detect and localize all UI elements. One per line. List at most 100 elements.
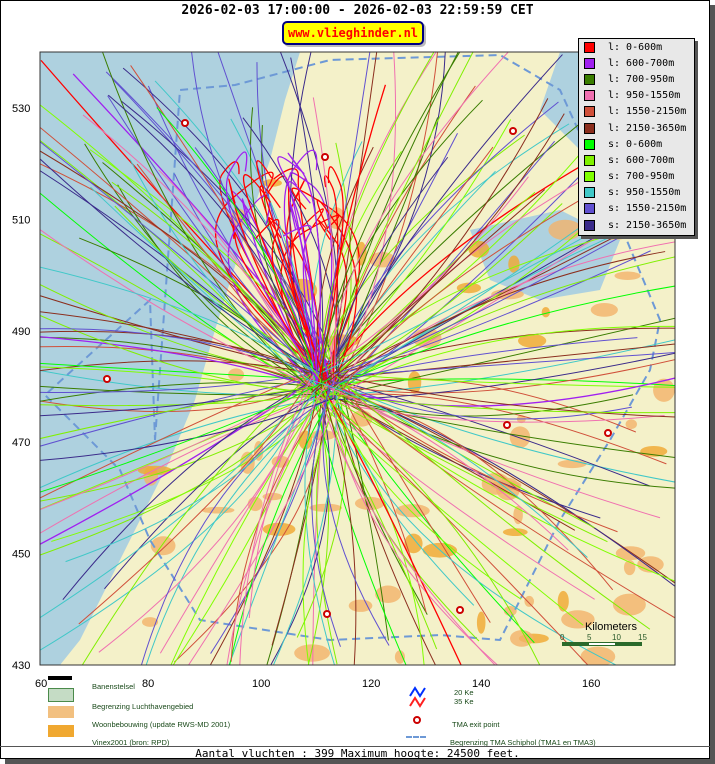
x-tick-label: 80	[142, 678, 154, 690]
flight-track	[40, 369, 318, 499]
flight-track	[329, 325, 675, 397]
flight-track	[310, 386, 438, 650]
urban-area	[524, 595, 535, 607]
ke20-label: 20 Ke	[454, 688, 474, 697]
flight-track	[172, 371, 331, 665]
flight-track	[322, 385, 462, 665]
urban-area	[510, 630, 534, 647]
flight-track	[229, 385, 339, 665]
urban-area	[137, 465, 173, 476]
flight-track	[315, 52, 446, 382]
flight-track	[287, 152, 321, 386]
flight-track	[337, 370, 389, 641]
flight-track	[321, 52, 461, 387]
urban-area	[201, 506, 235, 514]
housing-label: Woonbebouwing (update RWS-MD 2001)	[92, 720, 231, 729]
flight-track	[248, 387, 311, 619]
flight-track	[65, 386, 318, 563]
flight-count-footer: Aantal vluchten : 399 Maximum hoogte: 24…	[0, 746, 715, 760]
urban-area	[476, 611, 486, 634]
flight-track	[140, 395, 333, 665]
flight-track	[78, 373, 313, 625]
legend-label: s: 2150-3650m	[608, 219, 687, 231]
flight-track	[40, 389, 327, 510]
flight-track	[280, 214, 340, 386]
map-legend: Banenstelsel Begrenzing Luchthavengebied…	[40, 676, 680, 747]
urban-area	[590, 302, 618, 317]
exit-point-label: TMA exit point	[452, 720, 500, 729]
flight-track	[338, 180, 614, 397]
flight-track	[313, 373, 675, 483]
legend-label: s: 600-700m	[608, 154, 675, 166]
urban-area	[637, 556, 664, 573]
flight-track	[312, 385, 589, 665]
flight-track	[333, 390, 675, 582]
flight-track	[40, 397, 335, 461]
flight-track	[311, 375, 341, 647]
flight-track	[311, 113, 565, 396]
flight-track	[98, 375, 320, 653]
flight-track	[289, 52, 317, 377]
flight-track	[287, 181, 319, 386]
legend-label: l: 950-1550m	[608, 90, 681, 102]
x-tick-label: 100	[252, 678, 270, 690]
flight-track	[326, 146, 494, 373]
flight-track	[307, 381, 330, 665]
flight-track	[322, 359, 675, 394]
flight-track	[336, 156, 449, 373]
exit-point-icon	[413, 716, 421, 724]
flight-track	[318, 369, 675, 418]
flight-track	[156, 107, 320, 393]
legend-swatch	[584, 41, 595, 53]
flight-track	[319, 339, 675, 397]
legend-label: s: 950-1550m	[608, 187, 681, 199]
flight-track	[214, 171, 336, 386]
flight-track	[102, 52, 322, 398]
flight-track	[40, 228, 331, 394]
flight-track	[283, 149, 328, 386]
legend-label: l: 0-600m	[608, 41, 663, 53]
urban-area	[541, 306, 550, 318]
urban-area	[404, 533, 423, 554]
legend-item: l: 1550-2150m	[579, 104, 694, 120]
x-tick-label: 60	[35, 678, 47, 690]
legend-swatch	[584, 187, 595, 199]
urban-area	[557, 459, 587, 469]
flight-track	[319, 374, 675, 619]
airport-boundary-symbol	[48, 688, 74, 702]
legend-label: l: 600-700m	[608, 57, 675, 69]
flight-track	[320, 397, 496, 665]
legend-label: s: 700-950m	[608, 171, 675, 183]
flight-track	[317, 376, 522, 600]
flight-track	[334, 390, 618, 665]
legend-item: s: 600-700m	[579, 152, 694, 168]
y-tick-label: 510	[12, 214, 30, 226]
flight-track	[304, 391, 336, 665]
flight-track	[326, 256, 675, 397]
tma-exit-point-marker	[321, 153, 329, 161]
flight-track	[332, 383, 499, 665]
urban-area	[262, 179, 282, 187]
flight-track	[314, 398, 584, 626]
urban-area	[394, 650, 405, 664]
tma-exit-point-marker	[509, 127, 517, 135]
legend-label: s: 1550-2150m	[608, 203, 687, 215]
urban-area	[614, 271, 641, 280]
tma-exit-point-marker	[503, 421, 511, 429]
flight-track	[331, 371, 651, 630]
legend-item: l: 700-950m	[579, 71, 694, 87]
tma-exit-point-marker	[181, 119, 189, 127]
flight-track	[241, 198, 319, 386]
flight-track	[107, 94, 313, 377]
flight-track	[40, 336, 311, 388]
legend-swatch	[584, 90, 595, 102]
vinex-symbol	[48, 725, 74, 737]
flight-track	[334, 250, 651, 377]
y-tick-label: 430	[12, 660, 30, 672]
flight-track	[312, 285, 675, 398]
km-label-5: 5	[587, 633, 592, 642]
website-badge[interactable]: www.vlieghinder.nl	[282, 21, 424, 45]
flight-track	[40, 379, 321, 413]
tma-boundary	[43, 53, 662, 642]
